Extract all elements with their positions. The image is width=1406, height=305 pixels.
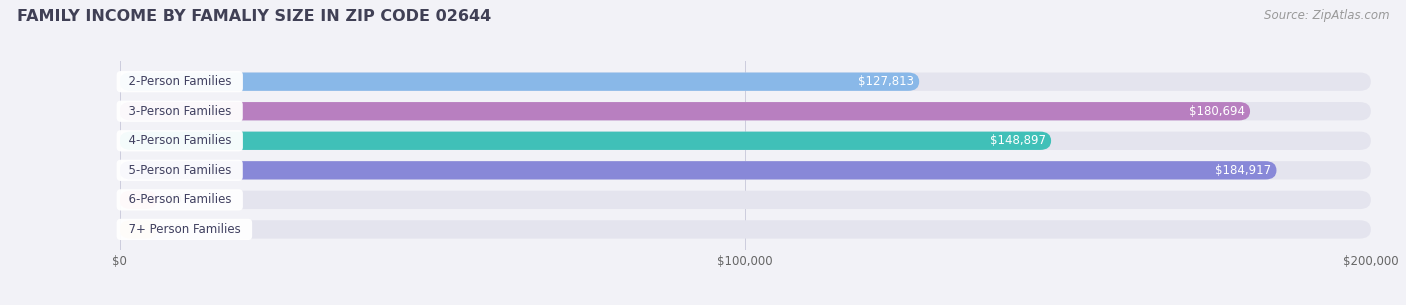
- PathPatch shape: [120, 132, 1052, 150]
- PathPatch shape: [120, 73, 1371, 91]
- Text: $0: $0: [167, 193, 181, 206]
- PathPatch shape: [120, 102, 1250, 120]
- Text: $180,694: $180,694: [1189, 105, 1246, 118]
- PathPatch shape: [120, 220, 1371, 239]
- Text: 7+ Person Families: 7+ Person Families: [121, 223, 247, 236]
- Text: 6-Person Families: 6-Person Families: [121, 193, 239, 206]
- Text: $0: $0: [167, 223, 181, 236]
- Text: 5-Person Families: 5-Person Families: [121, 164, 239, 177]
- PathPatch shape: [120, 132, 1371, 150]
- Text: $148,897: $148,897: [990, 134, 1046, 147]
- PathPatch shape: [120, 191, 157, 209]
- Text: $127,813: $127,813: [858, 75, 914, 88]
- Text: Source: ZipAtlas.com: Source: ZipAtlas.com: [1264, 9, 1389, 22]
- Text: FAMILY INCOME BY FAMALIY SIZE IN ZIP CODE 02644: FAMILY INCOME BY FAMALIY SIZE IN ZIP COD…: [17, 9, 491, 24]
- Text: 3-Person Families: 3-Person Families: [121, 105, 239, 118]
- Text: 4-Person Families: 4-Person Families: [121, 134, 239, 147]
- PathPatch shape: [120, 73, 920, 91]
- PathPatch shape: [120, 161, 1277, 179]
- PathPatch shape: [120, 102, 1371, 120]
- PathPatch shape: [120, 161, 1371, 179]
- PathPatch shape: [120, 191, 1371, 209]
- Text: 2-Person Families: 2-Person Families: [121, 75, 239, 88]
- PathPatch shape: [120, 220, 157, 239]
- Text: $184,917: $184,917: [1215, 164, 1271, 177]
